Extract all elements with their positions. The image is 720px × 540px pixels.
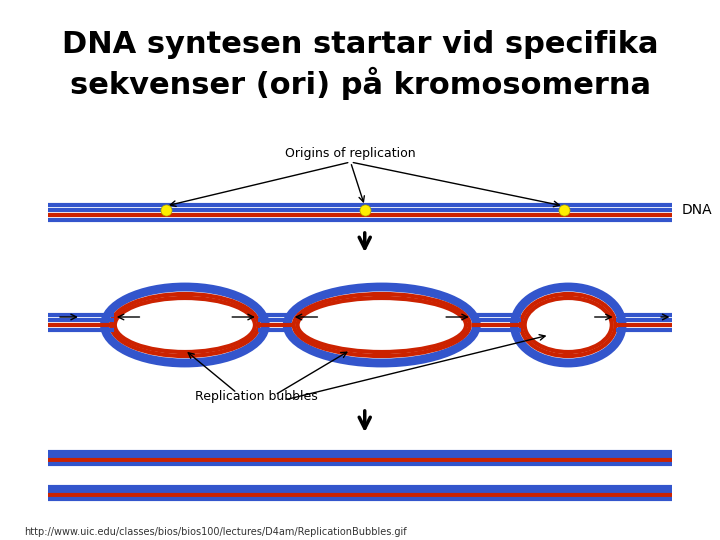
Text: Replication bubbles: Replication bubbles xyxy=(194,390,318,403)
Text: DNA syntesen startar vid specifika
sekvenser (ori) på kromosomerna: DNA syntesen startar vid specifika sekve… xyxy=(62,30,658,100)
Text: DNA: DNA xyxy=(682,203,713,217)
Text: http://www.uic.edu/classes/bios/bios100/lectures/D4am/ReplicationBubbles.gif: http://www.uic.edu/classes/bios/bios100/… xyxy=(24,527,407,537)
Text: Origins of replication: Origins of replication xyxy=(285,147,416,160)
